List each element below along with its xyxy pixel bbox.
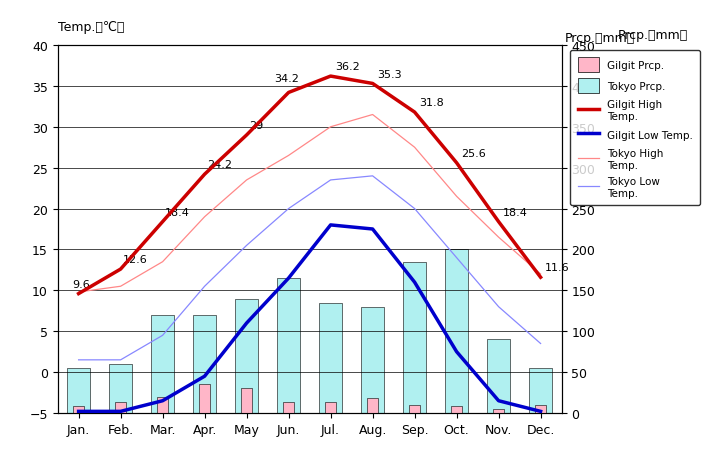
Gilgit Low Temp. bbox=[326, 223, 335, 228]
Bar bbox=[67, 368, 90, 413]
Gilgit Low Temp. bbox=[158, 398, 167, 403]
Line: Gilgit Low Temp.: Gilgit Low Temp. bbox=[78, 225, 541, 411]
Tokyo High
Temp. bbox=[242, 178, 251, 183]
Gilgit Low Temp. bbox=[536, 409, 545, 414]
Tokyo Low
Temp. bbox=[368, 174, 377, 179]
Bar bbox=[361, 307, 384, 413]
Gilgit High
Temp. bbox=[116, 267, 125, 272]
Tokyo Low
Temp. bbox=[452, 255, 461, 261]
Tokyo High
Temp. bbox=[116, 284, 125, 289]
Tokyo Low
Temp. bbox=[242, 243, 251, 249]
Gilgit High
Temp. bbox=[452, 161, 461, 166]
Text: Prcp.（mm）: Prcp.（mm） bbox=[617, 29, 688, 42]
Bar bbox=[529, 368, 552, 413]
Bar bbox=[409, 405, 420, 413]
Bar bbox=[157, 397, 168, 413]
Line: Tokyo Low
Temp.: Tokyo Low Temp. bbox=[78, 176, 541, 360]
Gilgit High
Temp. bbox=[410, 110, 419, 116]
Legend: Gilgit Prcp., Tokyo Prcp., Gilgit High
Temp., Gilgit Low Temp., Tokyo High
Temp.: Gilgit Prcp., Tokyo Prcp., Gilgit High T… bbox=[570, 51, 700, 206]
Text: 34.2: 34.2 bbox=[274, 73, 299, 84]
Tokyo High
Temp. bbox=[452, 194, 461, 200]
Bar bbox=[235, 299, 258, 413]
Gilgit High
Temp. bbox=[368, 82, 377, 87]
Tokyo Low
Temp. bbox=[74, 357, 83, 363]
Text: 18.4: 18.4 bbox=[165, 207, 189, 217]
Tokyo High
Temp. bbox=[200, 214, 209, 220]
Text: 9.6: 9.6 bbox=[72, 279, 90, 289]
Gilgit High
Temp. bbox=[326, 74, 335, 80]
Tokyo High
Temp. bbox=[536, 272, 545, 277]
Gilgit Low Temp. bbox=[410, 280, 419, 285]
Text: 36.2: 36.2 bbox=[335, 62, 359, 72]
Gilgit Low Temp. bbox=[494, 398, 503, 403]
Tokyo High
Temp. bbox=[284, 153, 293, 159]
Bar bbox=[151, 315, 174, 413]
Text: 31.8: 31.8 bbox=[419, 98, 444, 108]
Bar bbox=[492, 409, 505, 413]
Tokyo Low
Temp. bbox=[116, 357, 125, 363]
Bar bbox=[277, 279, 300, 413]
Tokyo High
Temp. bbox=[368, 112, 377, 118]
Bar bbox=[325, 403, 336, 413]
Text: Prcp.（mm）: Prcp.（mm） bbox=[565, 32, 636, 45]
Tokyo High
Temp. bbox=[494, 235, 503, 241]
Tokyo Low
Temp. bbox=[410, 207, 419, 212]
Bar bbox=[403, 262, 426, 413]
Gilgit Low Temp. bbox=[200, 374, 209, 379]
Gilgit Low Temp. bbox=[368, 227, 377, 232]
Tokyo Low
Temp. bbox=[200, 284, 209, 289]
Bar bbox=[487, 340, 510, 413]
Bar bbox=[109, 364, 132, 413]
Text: 35.3: 35.3 bbox=[377, 69, 402, 79]
Tokyo Low
Temp. bbox=[536, 341, 545, 347]
Tokyo High
Temp. bbox=[410, 145, 419, 151]
Bar bbox=[240, 389, 253, 413]
Gilgit High
Temp. bbox=[200, 172, 209, 178]
Bar bbox=[193, 315, 216, 413]
Text: 25.6: 25.6 bbox=[461, 149, 485, 158]
Bar bbox=[199, 385, 210, 413]
Text: 18.4: 18.4 bbox=[503, 207, 528, 217]
Bar bbox=[73, 407, 84, 413]
Line: Tokyo High
Temp.: Tokyo High Temp. bbox=[78, 115, 541, 292]
Bar bbox=[283, 403, 294, 413]
Gilgit High
Temp. bbox=[242, 133, 251, 139]
Tokyo Low
Temp. bbox=[284, 207, 293, 212]
Tokyo Low
Temp. bbox=[494, 304, 503, 310]
Gilgit High
Temp. bbox=[158, 219, 167, 225]
Gilgit High
Temp. bbox=[284, 90, 293, 96]
Text: Temp.（℃）: Temp.（℃） bbox=[58, 21, 124, 34]
Gilgit Low Temp. bbox=[74, 409, 83, 414]
Bar bbox=[445, 250, 468, 413]
Text: 12.6: 12.6 bbox=[122, 255, 148, 264]
Bar bbox=[366, 398, 379, 413]
Bar bbox=[535, 405, 546, 413]
Gilgit High
Temp. bbox=[74, 291, 83, 297]
Tokyo High
Temp. bbox=[158, 259, 167, 265]
Gilgit High
Temp. bbox=[494, 219, 503, 225]
Bar bbox=[319, 303, 342, 413]
Tokyo Low
Temp. bbox=[158, 333, 167, 338]
Text: 11.6: 11.6 bbox=[545, 263, 570, 273]
Gilgit Low Temp. bbox=[452, 349, 461, 355]
Gilgit Low Temp. bbox=[116, 409, 125, 414]
Text: 29: 29 bbox=[248, 121, 263, 131]
Gilgit Low Temp. bbox=[242, 320, 251, 326]
Tokyo High
Temp. bbox=[74, 290, 83, 295]
Bar bbox=[114, 403, 127, 413]
Line: Gilgit High
Temp.: Gilgit High Temp. bbox=[78, 77, 541, 294]
Gilgit Low Temp. bbox=[284, 276, 293, 281]
Gilgit High
Temp. bbox=[536, 275, 545, 280]
Bar bbox=[451, 407, 462, 413]
Text: 24.2: 24.2 bbox=[207, 160, 232, 170]
Tokyo High
Temp. bbox=[326, 125, 335, 130]
Tokyo Low
Temp. bbox=[326, 178, 335, 183]
